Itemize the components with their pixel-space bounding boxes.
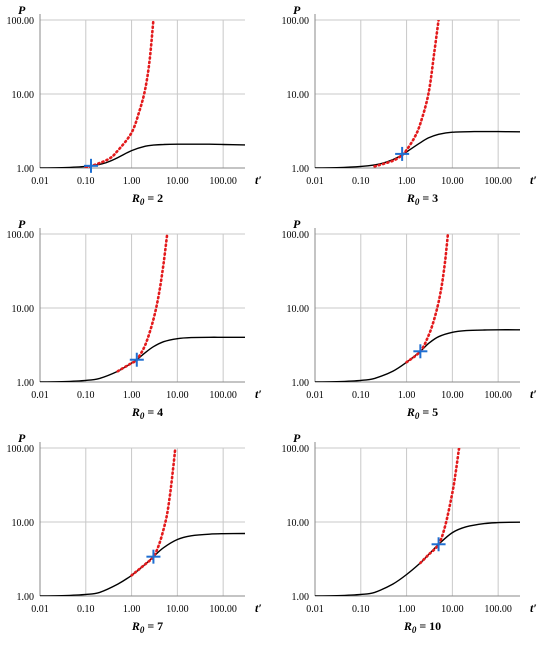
x-tick-label: 0.01 [306, 390, 324, 401]
y-tick-label: 100.00 [282, 16, 310, 27]
x-axis-label: t′ [530, 387, 537, 401]
x-tick-label: 1.00 [398, 176, 416, 187]
x-tick-label: 10.00 [166, 176, 189, 187]
x-tick-label: 1.00 [398, 604, 416, 615]
y-axis-label: P [293, 217, 301, 231]
chart-svg: 0.01 0.10 1.00 10.00 100.001.0010.00100.00Pt… [7, 431, 262, 635]
crossover-marker [146, 549, 161, 564]
chart-svg: 0.01 0.10 1.00 10.00 100.001.0010.00100.00Pt… [7, 3, 262, 207]
crossover-marker [395, 146, 410, 161]
x-axis-label: t′ [255, 601, 262, 615]
y-axis-label: P [18, 3, 26, 17]
series-solid-curve [315, 329, 520, 382]
x-tick-label: 10.00 [441, 390, 464, 401]
y-tick-label: 100.00 [282, 444, 310, 455]
x-tick-label: 1.00 [123, 390, 141, 401]
chart-svg: 0.01 0.10 1.00 10.00 100.001.0010.00100.00Pt… [282, 431, 537, 635]
series-exponential-dotted [405, 234, 450, 364]
x-tick-label: 100.00 [484, 390, 512, 401]
y-tick-label: 100.00 [7, 444, 35, 455]
chart-svg: 0.01 0.10 1.00 10.00 100.001.0010.00100.00Pt… [7, 217, 262, 421]
chart-svg: 0.01 0.10 1.00 10.00 100.001.0010.00100.00Pt… [282, 3, 537, 207]
x-axis-label: t′ [255, 387, 262, 401]
y-axis-label: P [18, 217, 26, 231]
y-tick-label: 10.00 [287, 304, 310, 315]
y-tick-label: 1.00 [17, 378, 35, 389]
x-tick-label: 10.00 [441, 176, 464, 187]
series-solid-curve [40, 336, 245, 382]
x-tick-label: 10.00 [166, 390, 189, 401]
x-tick-label: 0.01 [31, 176, 49, 187]
x-tick-label: 100.00 [484, 604, 512, 615]
x-axis-label: t′ [255, 173, 262, 187]
panel-caption: R0 = 5 [406, 405, 438, 421]
series-exponential-dotted [116, 234, 169, 373]
panel-caption: R0 = 2 [131, 191, 163, 207]
y-tick-label: 100.00 [282, 230, 310, 241]
panel-caption: R0 = 10 [403, 619, 441, 635]
x-tick-label: 0.10 [352, 604, 370, 615]
x-tick-label: 0.01 [306, 176, 324, 187]
crossover-marker [431, 537, 446, 552]
y-tick-label: 100.00 [7, 16, 35, 27]
y-tick-label: 100.00 [7, 230, 35, 241]
x-tick-label: 100.00 [209, 390, 237, 401]
x-tick-label: 0.10 [352, 176, 370, 187]
y-tick-label: 1.00 [17, 164, 35, 175]
x-axis-label: t′ [530, 601, 537, 615]
x-tick-label: 0.10 [77, 176, 95, 187]
y-tick-label: 10.00 [287, 518, 310, 529]
x-tick-label: 10.00 [166, 604, 189, 615]
crossover-marker [413, 344, 428, 359]
series-solid-curve [40, 143, 245, 168]
chart-svg: 0.01 0.10 1.00 10.00 100.001.0010.00100.00Pt… [282, 217, 537, 421]
crossover-marker [129, 352, 144, 367]
x-tick-label: 0.01 [31, 604, 49, 615]
x-tick-label: 0.01 [306, 604, 324, 615]
panel-caption: R0 = 7 [131, 619, 163, 635]
x-tick-label: 1.00 [398, 390, 416, 401]
x-tick-label: 0.10 [352, 390, 370, 401]
y-tick-label: 1.00 [292, 164, 310, 175]
series-exponential-dotted [84, 20, 155, 168]
x-tick-label: 10.00 [441, 604, 464, 615]
series-exponential-dotted [373, 20, 440, 168]
x-axis-label: t′ [530, 173, 537, 187]
y-tick-label: 10.00 [12, 304, 35, 315]
series-exponential-dotted [130, 448, 177, 577]
panel-caption: R0 = 3 [406, 191, 438, 207]
x-tick-label: 0.10 [77, 390, 95, 401]
series-solid-curve [40, 532, 245, 596]
x-tick-label: 1.00 [123, 176, 141, 187]
y-tick-label: 1.00 [17, 592, 35, 603]
y-axis-label: P [293, 3, 301, 17]
y-tick-label: 10.00 [12, 90, 35, 101]
series-exponential-dotted [419, 448, 461, 565]
x-tick-label: 100.00 [484, 176, 512, 187]
crossover-marker [84, 158, 99, 173]
y-axis-label: P [293, 431, 301, 445]
x-tick-label: 100.00 [209, 604, 237, 615]
x-tick-label: 100.00 [209, 176, 237, 187]
y-axis-label: P [18, 431, 26, 445]
series-solid-curve [315, 521, 520, 596]
x-tick-label: 0.01 [31, 390, 49, 401]
panel-caption: R0 = 4 [131, 405, 163, 421]
y-tick-label: 10.00 [287, 90, 310, 101]
y-tick-label: 1.00 [292, 378, 310, 389]
series-solid-curve [315, 130, 520, 168]
x-tick-label: 1.00 [123, 604, 141, 615]
y-tick-label: 10.00 [12, 518, 35, 529]
y-tick-label: 1.00 [292, 592, 310, 603]
x-tick-label: 0.10 [77, 604, 95, 615]
